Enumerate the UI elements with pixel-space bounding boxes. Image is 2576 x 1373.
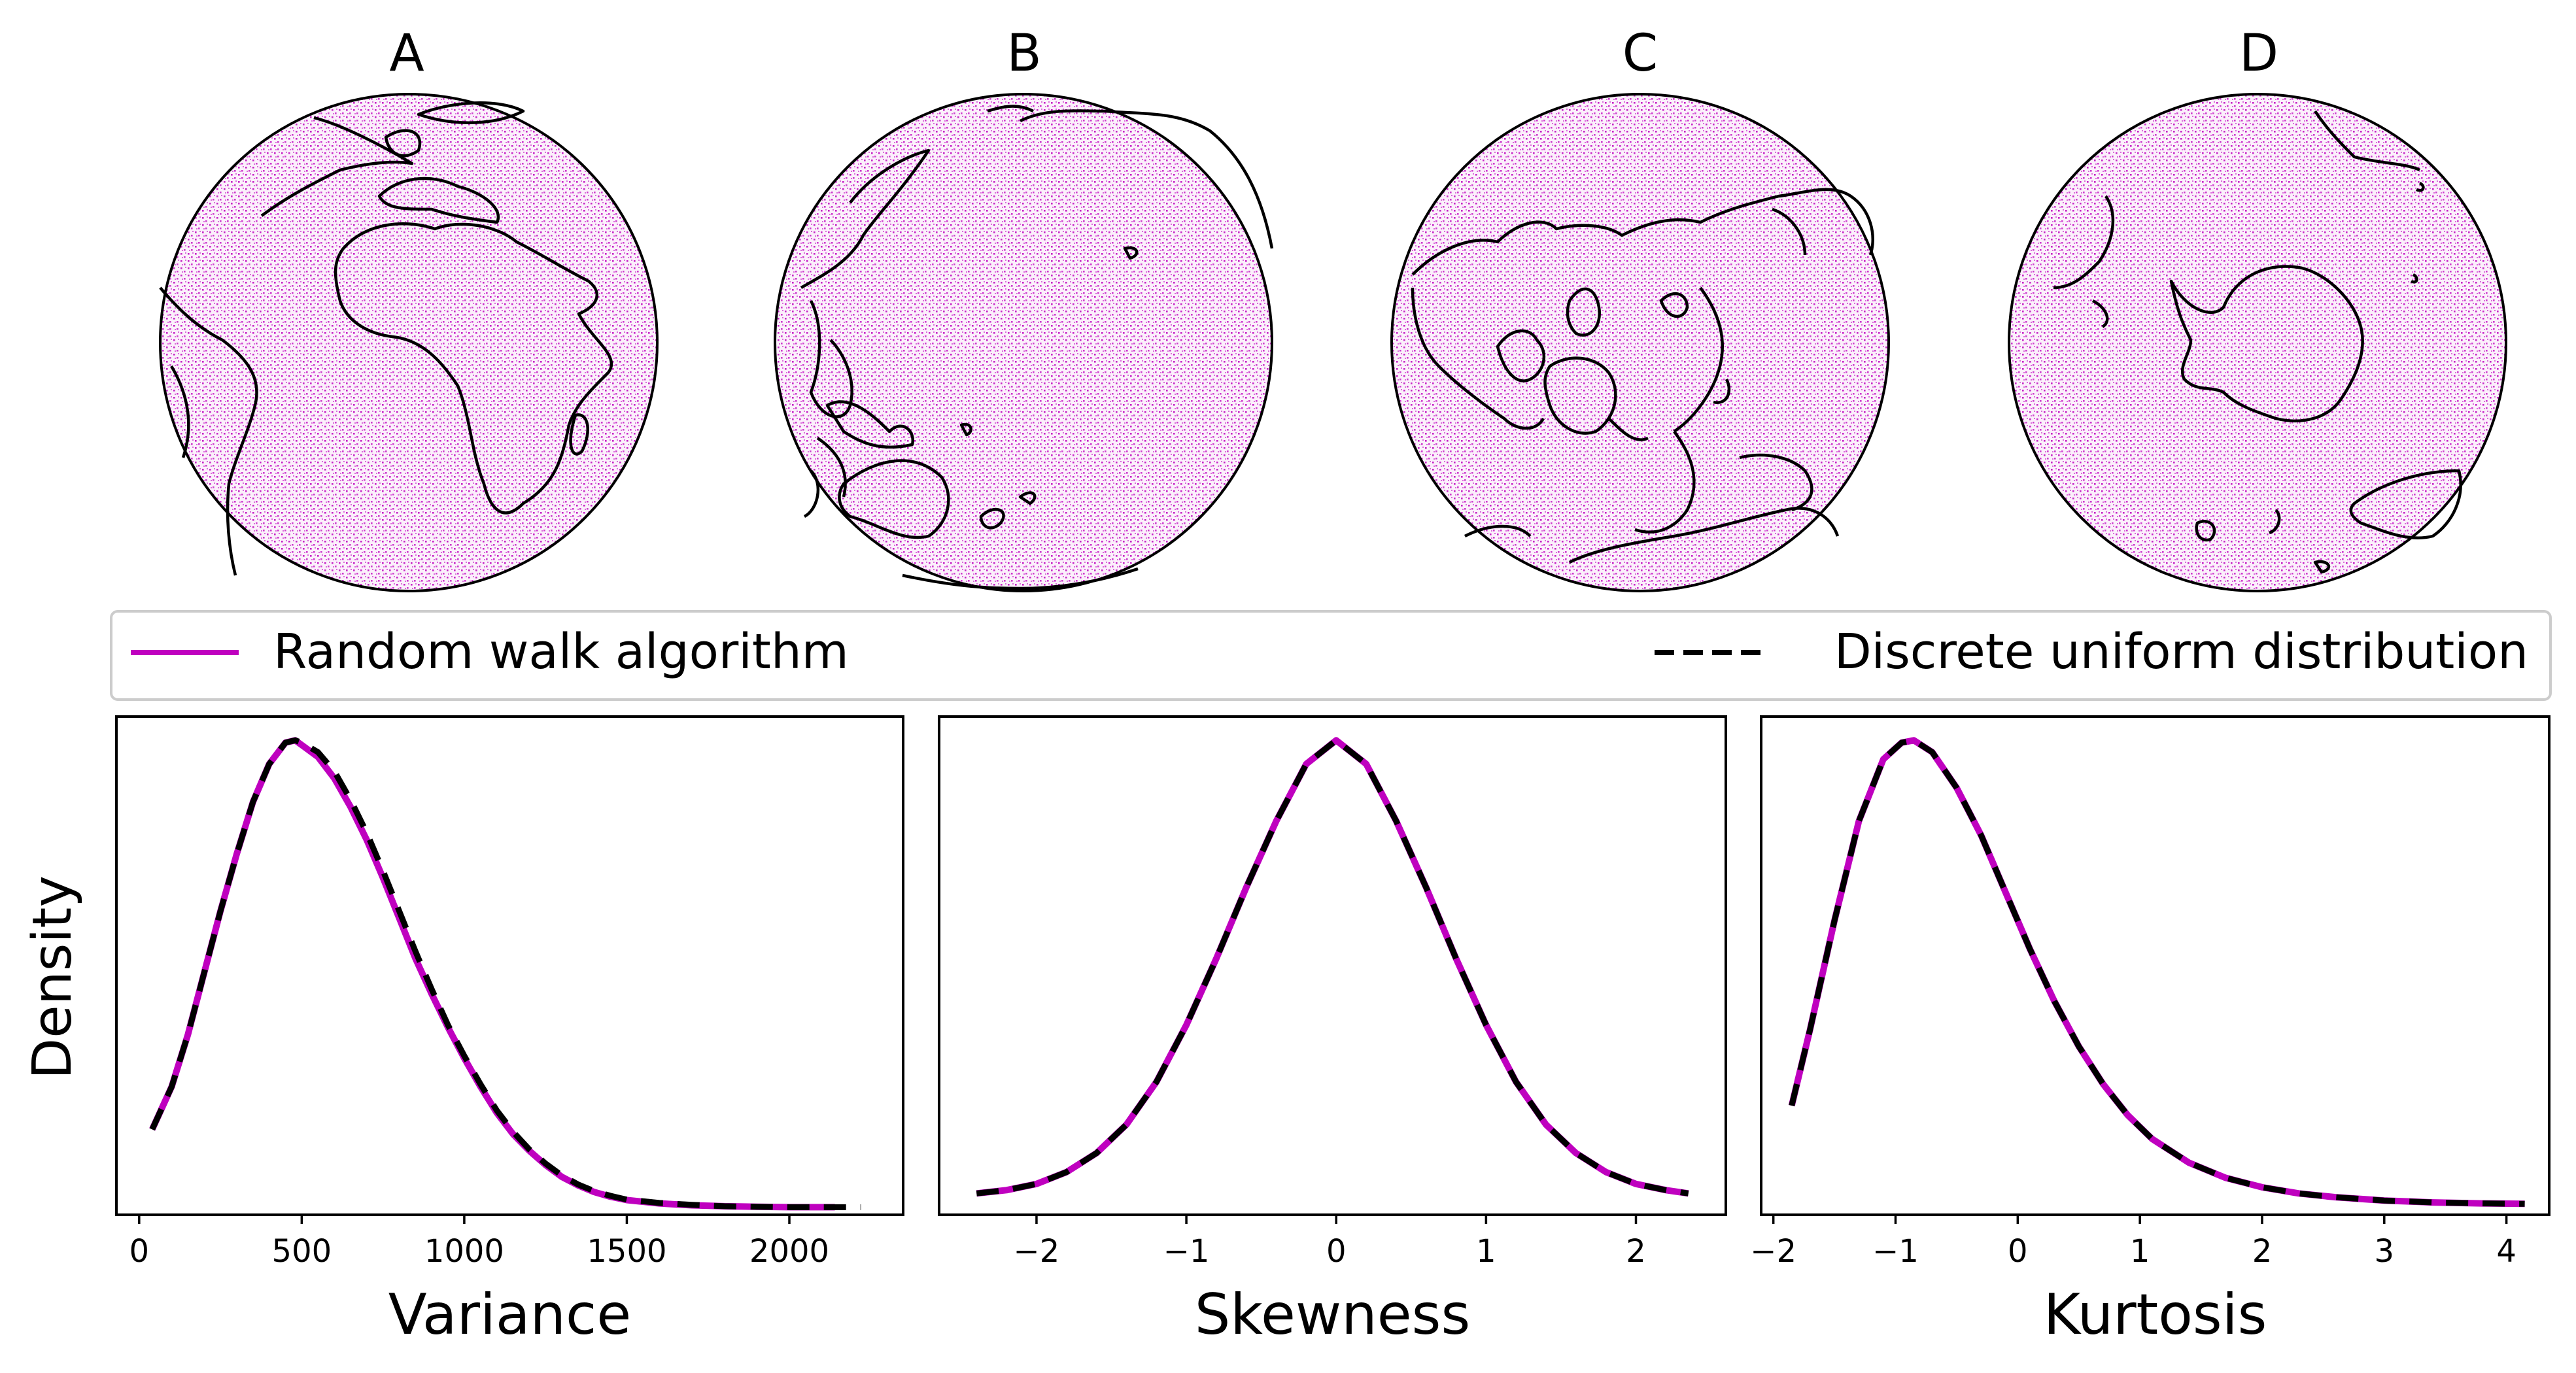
sphere-outline [1390,93,1890,592]
x-axis-label-kurtosis: Kurtosis [2044,1282,2267,1348]
x-axis-label-skewness: Skewness [1195,1282,1471,1348]
density-panel-kurtosis: −2 −1 0 1 2 3 4 Kurtosis [1750,715,2550,1348]
x-tick-label: −1 [1163,1233,1210,1270]
legend: Random walk algorithm Discrete uniform d… [110,610,2552,701]
globe-title-b: B [1006,24,1042,83]
series-line-uniform [1789,737,2525,1207]
axes-frame [1760,715,2550,1216]
sphere-points [160,94,657,591]
sphere-points [1392,94,1889,591]
x-tick-label: 0 [1326,1233,1347,1270]
x-tick-label: 1 [1476,1233,1496,1270]
shared-ylabel: Density [22,875,84,1079]
x-tick-label: 4 [2496,1233,2516,1270]
x-axis-label-variance: Variance [388,1282,632,1348]
density-panel-variance: 0 500 1000 1500 2000 Variance [115,715,904,1348]
x-tick-label: 1000 [424,1233,504,1270]
coastline-antarctica [2053,110,2462,574]
globe-panel-a: A [159,24,659,592]
sphere-outline [159,93,659,592]
coastline-pacific [800,105,1274,590]
x-tick-label: 0 [2008,1233,2028,1270]
x-tick-label: 500 [272,1233,332,1270]
series-line-random-walk [1788,737,2525,1208]
globe-panel-d: D [2008,24,2507,592]
x-tick-label: 2 [2252,1233,2273,1270]
x-tick-label: 3 [2375,1233,2395,1270]
series-line-random-walk [149,737,835,1211]
x-tick-label: −1 [1872,1233,1919,1270]
globe-title-a: A [389,24,424,83]
sphere-points [775,94,1272,591]
x-tick-label: −2 [1014,1233,1060,1270]
density-panel-skewness: −2 −1 0 1 2 Skewness [938,715,1727,1348]
legend-frame [110,610,2552,701]
legend-label-random-walk: Random walk algorithm [273,624,849,680]
sphere-outline [774,93,1273,592]
axes-frame [115,715,904,1216]
series-line-uniform [976,737,1689,1196]
axes-frame [938,715,1727,1216]
x-tick-label: 1 [2130,1233,2150,1270]
x-tick-label: 1500 [587,1233,666,1270]
sphere-outline [2008,93,2507,592]
x-tick-label: 2000 [749,1233,829,1270]
series-line-random-walk [976,737,1689,1197]
x-tick-label: 2 [1626,1233,1646,1270]
legend-label-uniform: Discrete uniform distribution [1834,624,2528,680]
globe-title-d: D [2239,24,2278,83]
globe-panel-c: C [1390,24,1890,592]
series-line-uniform [149,737,861,1210]
globe-title-c: C [1623,24,1658,83]
x-tick-label: 0 [129,1233,150,1270]
x-tick-label: −2 [1750,1233,1796,1270]
coastline-arctic [1411,188,1874,564]
globe-panel-b: B [774,24,1274,592]
sphere-points [2009,94,2506,591]
